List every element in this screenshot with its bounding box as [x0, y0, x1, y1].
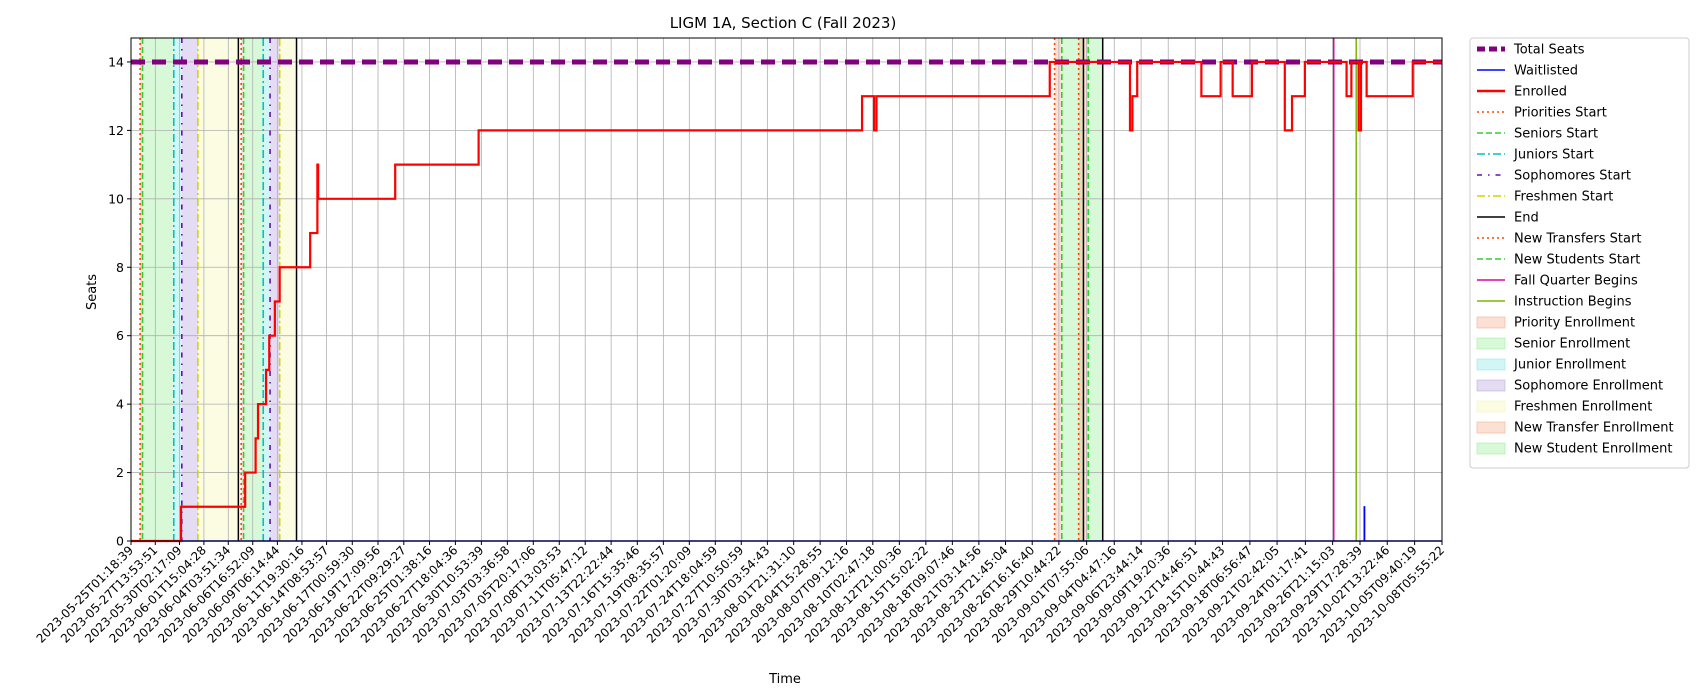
x-axis-label: Time — [768, 672, 801, 687]
shade-priority-enrollment-0 — [140, 38, 143, 541]
y-tick-label-0: 0 — [116, 534, 124, 549]
legend-label-end-8: End — [1514, 211, 1539, 226]
legend-label-fall-quarter-begins-11: Fall Quarter Begins — [1514, 274, 1638, 289]
chart-title: LIGM 1A, Section C (Fall 2023) — [670, 14, 897, 32]
series-waitlisted — [131, 506, 1442, 542]
event-lines — [139, 38, 1357, 541]
shade-new-student-enrollment-13 — [1088, 38, 1103, 541]
shade-junior-enrollment-2 — [173, 38, 182, 541]
legend-label-enrolled-2: Enrolled — [1514, 85, 1567, 100]
legend-label-priority-enrollment-13: Priority Enrollment — [1514, 316, 1635, 331]
legend-label-priorities-start-3: Priorities Start — [1514, 106, 1607, 121]
legend-label-senior-enrollment-14: Senior Enrollment — [1514, 337, 1630, 352]
series-enrolled — [131, 60, 1442, 543]
grid-lines — [130, 38, 1443, 542]
shade-sophomore-enrollment-8 — [270, 38, 280, 541]
legend-label-freshmen-start-7: Freshmen Start — [1514, 190, 1613, 205]
legend: Total Seats Waitlisted Enrolled Priorities … — [1469, 37, 1690, 469]
legend-swatch-senior-enrollment-14 — [1476, 337, 1506, 350]
legend-label-new-transfer-enrollment-18: New Transfer Enrollment — [1514, 421, 1674, 436]
shaded-periods — [140, 38, 1103, 541]
legend-label-new-student-enrollment-19: New Student Enrollment — [1514, 442, 1672, 457]
shade-junior-enrollment-7 — [263, 38, 271, 541]
shade-freshmen-enrollment-4 — [197, 38, 239, 541]
legend-swatch-new-student-enrollment-19 — [1476, 442, 1506, 455]
y-axis-label: Seats — [85, 274, 100, 310]
y-tick-label-3: 6 — [116, 328, 124, 343]
shade-new-transfer-enrollment-10 — [1054, 38, 1062, 541]
plot-area — [130, 38, 1443, 543]
legend-label-sophomore-enrollment-16: Sophomore Enrollment — [1514, 379, 1663, 394]
y-tick-label-5: 10 — [108, 191, 124, 206]
legend-label-new-transfers-start-9: New Transfers Start — [1514, 232, 1641, 247]
legend-label-seniors-start-4: Seniors Start — [1514, 127, 1598, 142]
legend-box — [1469, 37, 1690, 469]
legend-label-total-seats-0: Total Seats — [1513, 43, 1585, 58]
legend-label-new-students-start-10: New Students Start — [1514, 253, 1640, 268]
legend-label-juniors-start-5: Juniors Start — [1513, 148, 1594, 163]
legend-label-waitlisted-1: Waitlisted — [1514, 64, 1578, 79]
shade-priority-enrollment-5 — [241, 38, 244, 541]
legend-swatch-freshmen-enrollment-17 — [1476, 400, 1506, 413]
legend-swatch-new-transfer-enrollment-18 — [1476, 421, 1506, 434]
shade-freshmen-enrollment-9 — [279, 38, 297, 541]
y-tick-label-4: 8 — [116, 260, 124, 275]
y-tick-label-6: 12 — [108, 123, 124, 138]
legend-swatch-sophomore-enrollment-16 — [1476, 379, 1506, 392]
shade-senior-enrollment-1 — [142, 38, 174, 541]
series-lines — [131, 59, 1442, 543]
axes: 024681012142023-05-25T01:18:392023-05-27… — [34, 37, 1447, 646]
shade-senior-enrollment-6 — [243, 38, 264, 541]
legend-label-sophomores-start-6: Sophomores Start — [1514, 169, 1631, 184]
shade-sophomore-enrollment-3 — [181, 38, 198, 541]
legend-swatch-junior-enrollment-15 — [1476, 358, 1506, 371]
legend-label-instruction-begins-12: Instruction Begins — [1514, 295, 1632, 310]
y-tick-label-7: 14 — [108, 54, 124, 69]
plot-frame — [130, 37, 1443, 542]
legend-label-junior-enrollment-15: Junior Enrollment — [1513, 358, 1626, 373]
y-tick-label-2: 4 — [116, 397, 124, 412]
y-tick-label-1: 2 — [116, 465, 124, 480]
legend-label-freshmen-enrollment-17: Freshmen Enrollment — [1514, 400, 1652, 415]
legend-swatch-priority-enrollment-13 — [1476, 316, 1506, 329]
